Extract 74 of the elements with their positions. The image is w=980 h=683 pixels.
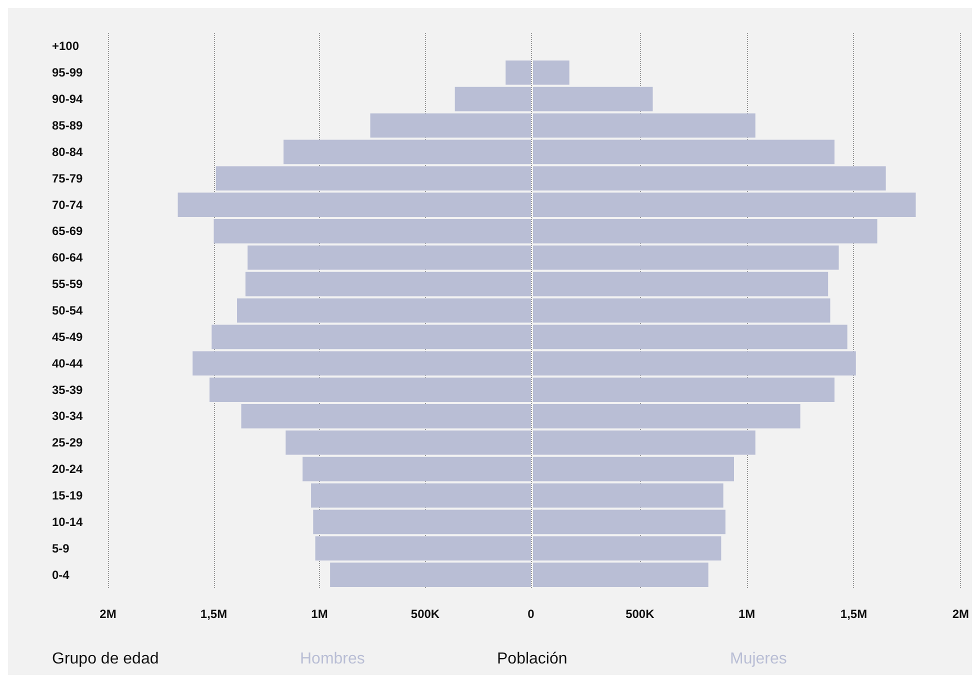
y-tick-label: 95-99 [52,66,84,80]
bar [533,483,724,508]
bar [178,192,531,217]
y-axis-title: Grupo de edad [52,650,159,668]
bar [533,192,916,217]
bar [533,510,726,534]
x-tick-label: 2M [952,607,970,621]
y-tick-label: +100 [52,39,80,54]
bar [533,140,835,164]
y-tick-label: 70-74 [52,198,84,212]
x-tick-label: 1,5M [840,607,868,621]
bar [533,562,708,587]
bar [533,166,886,191]
y-tick-label: 40-44 [52,356,84,370]
y-tick-label: 85-89 [52,118,84,132]
bar [533,456,734,482]
bar [533,351,856,376]
x-axis-title: Población [497,650,568,668]
bar [533,430,756,455]
y-tick-label: 45-49 [52,330,84,344]
y-tick-label: 20-24 [52,462,84,476]
bar [241,404,531,428]
bar [212,324,531,350]
bar [192,351,531,376]
text: Mujeres [730,650,787,668]
y-tick-label: 15-19 [52,488,84,502]
bar [330,562,531,587]
bar [506,60,531,85]
bar [214,219,531,244]
bar [533,60,570,85]
x-tick-label: 2M [100,607,116,621]
bar [216,166,531,191]
y-tick-label: 35-39 [52,382,84,397]
bar [533,404,800,428]
x-tick-label: 500K [410,607,440,621]
bar [533,536,722,561]
x-tick-label: 1,5M [200,607,228,621]
x-tick-label: 1M [738,607,756,621]
x-tick-label: 1M [311,607,328,621]
bar [286,430,531,455]
y-tick-label: 0-4 [52,568,70,582]
text: Hombres [300,650,365,668]
y-tick-label: 25-29 [52,436,84,450]
x-tick-label: 500K [626,607,655,621]
x-tick-label: 0 [528,607,535,621]
bar [311,483,531,508]
bar [533,113,756,138]
bar [533,86,653,112]
bar [313,510,531,534]
y-tick-label: 60-64 [52,250,84,265]
bar [533,219,878,244]
bar [245,272,531,296]
bar [237,298,531,323]
bar [533,272,828,296]
bar [533,245,839,270]
y-tick-label: 5-9 [52,541,70,556]
bar [210,378,531,402]
bar [248,245,531,270]
y-tick-label: 75-79 [52,171,84,186]
bar [533,378,835,402]
bar [454,86,531,112]
bar [370,113,531,138]
y-tick-label: 55-59 [52,277,84,292]
bar [533,298,830,323]
y-tick-label: 80-84 [52,144,84,159]
bar [284,140,531,164]
bar [533,324,848,350]
y-tick-label: 90-94 [52,92,84,106]
bar [315,536,531,561]
y-tick-label: 10-14 [52,514,84,529]
y-tick-label: 65-69 [52,224,84,238]
y-tick-label: 50-54 [52,304,84,318]
y-tick-label: 30-34 [52,409,84,424]
bar [302,456,531,482]
